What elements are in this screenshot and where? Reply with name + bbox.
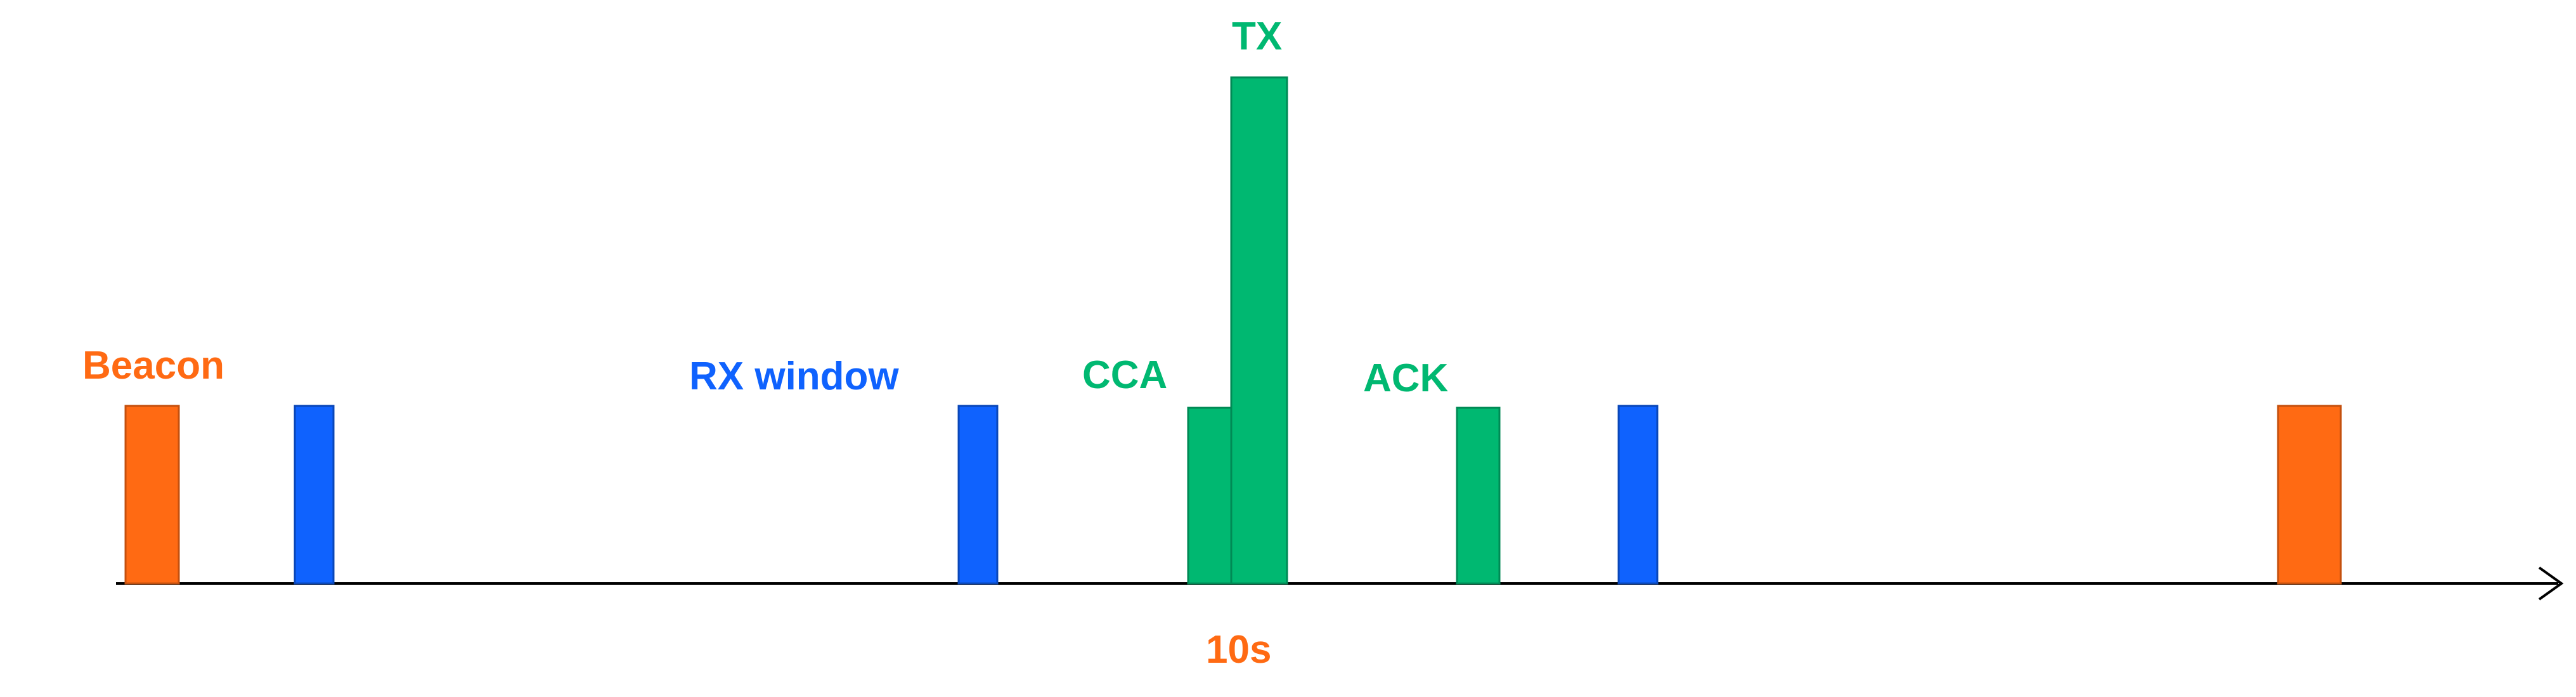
ack-pulse bbox=[1456, 407, 1501, 585]
arrow-right-icon bbox=[2538, 566, 2564, 601]
rx-window-label: RX window bbox=[689, 355, 899, 398]
tx-pulse bbox=[1230, 76, 1288, 585]
rx-window-pulse bbox=[294, 405, 335, 585]
ack-label: ACK bbox=[1363, 356, 1449, 400]
cca-pulse bbox=[1187, 407, 1233, 585]
tx-label: TX bbox=[1232, 15, 1282, 58]
rx-window-pulse bbox=[1617, 405, 1659, 585]
cca-label: CCA bbox=[1082, 353, 1167, 397]
beacon-pulse bbox=[2277, 405, 2342, 585]
beacon-label: Beacon bbox=[82, 344, 224, 388]
rx-window-pulse bbox=[957, 405, 999, 585]
period-label: 10s bbox=[1206, 628, 1271, 672]
beacon-pulse bbox=[124, 405, 180, 585]
